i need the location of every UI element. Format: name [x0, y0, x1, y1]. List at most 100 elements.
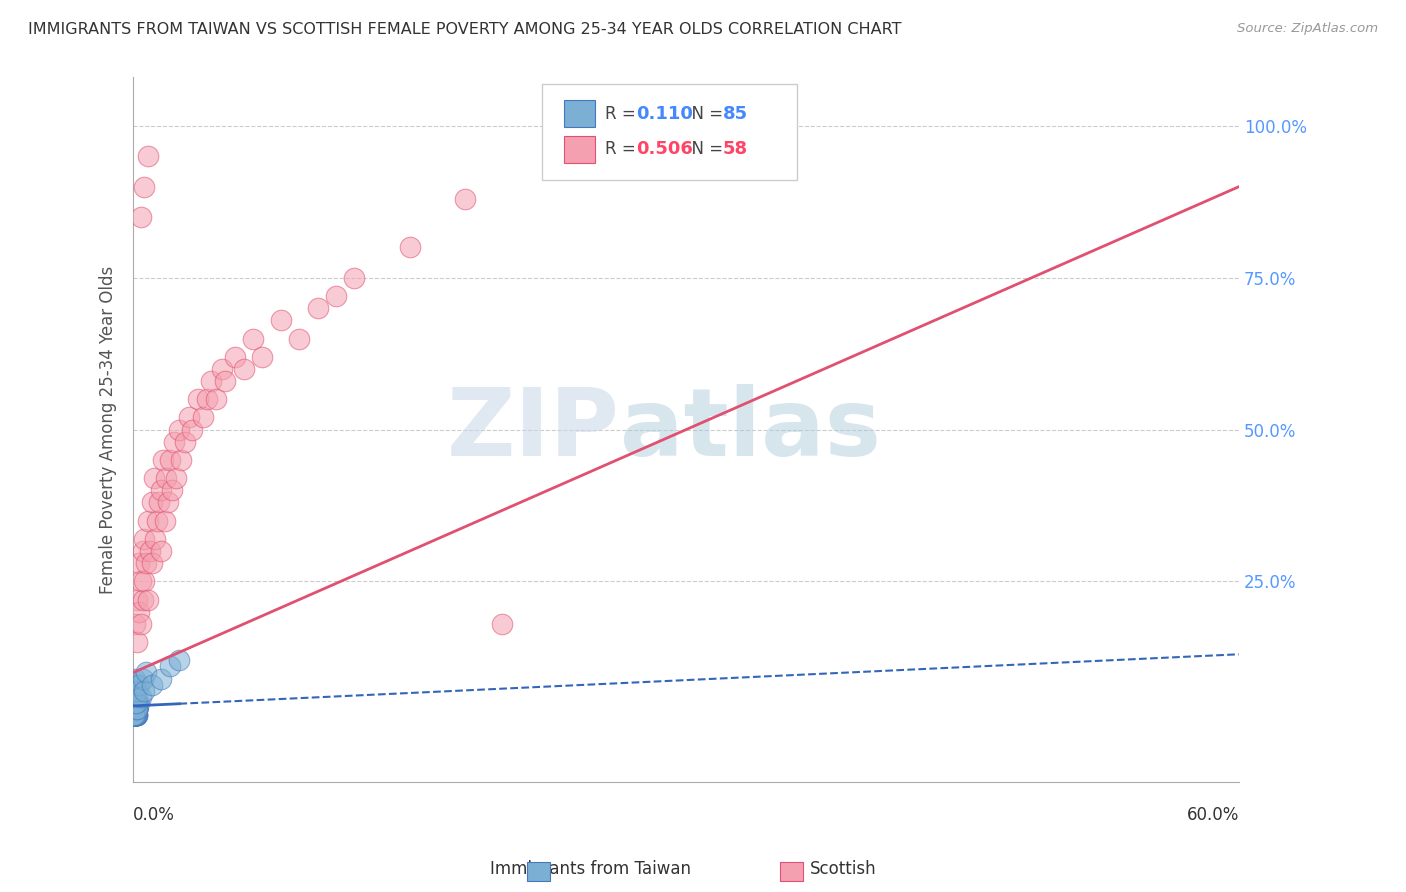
- Point: [232, 362, 254, 376]
- Point: [125, 708, 148, 723]
- Text: N =: N =: [681, 140, 728, 158]
- Point: [124, 708, 146, 723]
- Point: [125, 696, 148, 710]
- Point: [122, 708, 145, 723]
- Point: [169, 653, 191, 667]
- Point: [122, 702, 145, 716]
- Point: [124, 702, 146, 716]
- Point: [122, 690, 145, 704]
- Y-axis label: Female Poverty Among 25-34 Year Olds: Female Poverty Among 25-34 Year Olds: [100, 266, 117, 594]
- Text: Immigrants from Taiwan: Immigrants from Taiwan: [491, 860, 690, 878]
- Point: [124, 708, 146, 723]
- Point: [124, 616, 146, 631]
- Point: [136, 514, 159, 528]
- Point: [124, 708, 146, 723]
- Point: [125, 702, 148, 716]
- Point: [163, 434, 186, 449]
- Point: [155, 471, 177, 485]
- Point: [124, 702, 146, 716]
- Point: [124, 702, 146, 716]
- Point: [125, 708, 148, 723]
- Point: [122, 702, 145, 716]
- Point: [124, 702, 146, 716]
- Point: [454, 192, 477, 206]
- Point: [169, 423, 191, 437]
- Point: [135, 556, 157, 570]
- Point: [124, 696, 146, 710]
- Point: [124, 708, 146, 723]
- Text: Scottish: Scottish: [810, 860, 877, 878]
- Point: [125, 708, 148, 723]
- Point: [125, 702, 148, 716]
- Point: [124, 702, 146, 716]
- Point: [211, 362, 233, 376]
- Point: [124, 690, 146, 704]
- Point: [270, 313, 292, 327]
- Point: [125, 708, 148, 723]
- Point: [142, 471, 165, 485]
- Point: [224, 350, 246, 364]
- Point: [129, 210, 152, 224]
- Text: atlas: atlas: [620, 384, 880, 475]
- Point: [125, 696, 148, 710]
- Point: [135, 665, 157, 680]
- Point: [125, 696, 148, 710]
- Point: [124, 708, 146, 723]
- Point: [125, 592, 148, 607]
- Point: [205, 392, 228, 407]
- Point: [136, 149, 159, 163]
- Point: [125, 696, 148, 710]
- Point: [159, 453, 181, 467]
- Point: [128, 605, 150, 619]
- Point: [124, 708, 146, 723]
- Point: [122, 696, 145, 710]
- Point: [149, 483, 172, 498]
- Point: [124, 708, 146, 723]
- Point: [174, 434, 197, 449]
- Point: [125, 708, 148, 723]
- Point: [128, 696, 150, 710]
- Point: [125, 702, 148, 716]
- Point: [141, 495, 163, 509]
- Point: [125, 702, 148, 716]
- Point: [124, 696, 146, 710]
- Text: Source: ZipAtlas.com: Source: ZipAtlas.com: [1237, 22, 1378, 36]
- Text: 85: 85: [723, 104, 748, 122]
- Point: [128, 678, 150, 692]
- Point: [122, 696, 145, 710]
- Point: [125, 702, 148, 716]
- FancyBboxPatch shape: [543, 85, 797, 179]
- Point: [159, 659, 181, 673]
- Point: [131, 592, 153, 607]
- Point: [125, 702, 148, 716]
- Point: [122, 708, 145, 723]
- Point: [242, 332, 264, 346]
- Point: [146, 514, 169, 528]
- Text: 0.0%: 0.0%: [134, 806, 176, 824]
- Point: [124, 696, 146, 710]
- Point: [134, 179, 156, 194]
- Point: [128, 556, 150, 570]
- Point: [122, 696, 145, 710]
- Point: [124, 696, 146, 710]
- Point: [124, 690, 146, 704]
- Point: [200, 374, 222, 388]
- Text: 58: 58: [723, 140, 748, 158]
- Point: [252, 350, 274, 364]
- Text: 0.506: 0.506: [637, 140, 693, 158]
- Point: [125, 708, 148, 723]
- Point: [124, 696, 146, 710]
- Text: ZIP: ZIP: [447, 384, 620, 475]
- Point: [125, 702, 148, 716]
- Point: [124, 702, 146, 716]
- Point: [124, 702, 146, 716]
- Point: [491, 616, 513, 631]
- Text: 0.110: 0.110: [637, 104, 693, 122]
- Point: [141, 556, 163, 570]
- Point: [153, 514, 176, 528]
- Point: [134, 574, 156, 589]
- Point: [193, 410, 215, 425]
- Point: [125, 702, 148, 716]
- Point: [149, 544, 172, 558]
- Text: R =: R =: [606, 104, 641, 122]
